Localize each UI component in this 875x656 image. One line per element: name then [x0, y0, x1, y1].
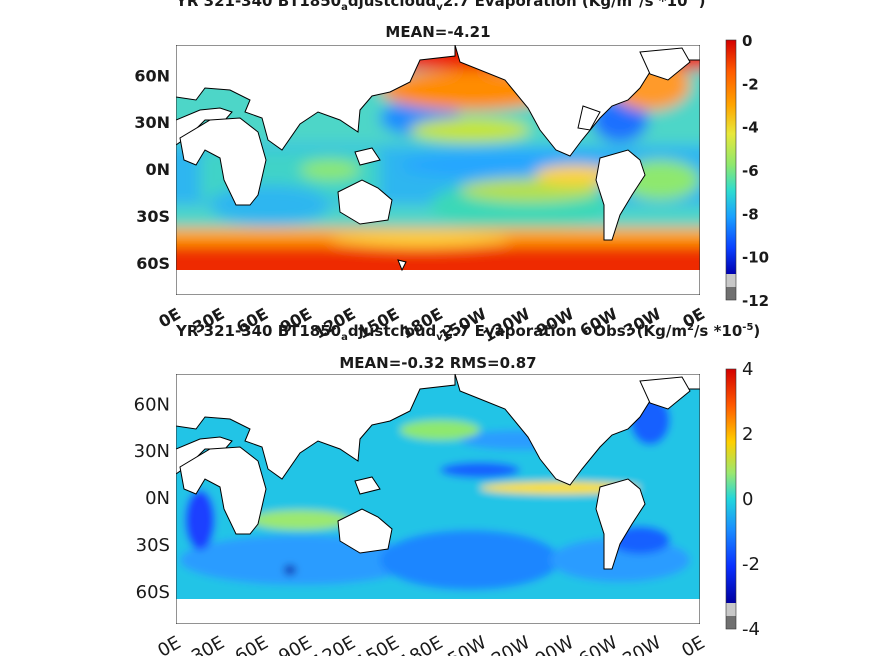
x-tick-label: 180E	[396, 632, 446, 656]
x-tick-label: 90E	[277, 304, 315, 337]
x-tick-label: 30W	[620, 304, 664, 341]
x-tick-label: 150E	[354, 304, 402, 343]
x-tick-label: 150W	[434, 632, 490, 656]
x-tick-label: 30E	[189, 304, 227, 337]
colorbar-tick-label: -8	[742, 205, 759, 223]
colorbar-1	[725, 39, 737, 301]
chart-2-subtitle: MEAN=-0.32 RMS=0.87	[339, 354, 537, 372]
chart-2-title-p7: -5	[742, 322, 754, 333]
chart-1-title-p2: djustcloud	[347, 0, 437, 10]
x-tick-label: 150E	[353, 632, 403, 656]
chart-2-title: YR 321-340 BT1850adjustcloudv2.7 Evapora…	[176, 322, 760, 343]
colorbar-tick-label: -4	[742, 119, 759, 137]
land-1	[176, 45, 700, 295]
x-tick-label: 0E	[154, 632, 184, 656]
y-tick-label: 0N	[145, 160, 170, 179]
map-panel-1	[176, 45, 700, 295]
chart-2-title-p6: /s *10	[693, 322, 743, 340]
chart-1-title-p1: a	[341, 2, 348, 13]
chart-2-title-p1: a	[341, 332, 348, 343]
colorbar-tick-label: -10	[742, 249, 769, 267]
x-tick-label: 60E	[233, 304, 271, 337]
chart-1-title-p0: YR 321-340 BT1850	[176, 0, 342, 10]
x-tick-label: 30W	[619, 632, 665, 656]
y-tick-label: 0N	[145, 488, 170, 509]
y-tick-label: 60N	[134, 394, 170, 415]
colorbar-tick-label: 0	[742, 489, 753, 510]
chart-2-title-p4: 2.7 Evaporation - Obs. (Kg/m	[442, 322, 687, 340]
x-tick-label: 30E	[188, 632, 228, 656]
y-tick-label: 30S	[136, 207, 170, 226]
y-tick-label: 60N	[134, 66, 170, 85]
chart-2-title-p3: v	[436, 332, 443, 343]
colorbar-tick-label: -6	[742, 162, 759, 180]
y-tick-label: 30N	[134, 113, 170, 132]
x-tick-label: 180E	[398, 304, 446, 343]
x-tick-label: 120E	[311, 304, 359, 343]
colorbar-tick-label: -2	[742, 75, 759, 93]
colorbar-tick-label: -12	[742, 292, 769, 310]
x-tick-label: 120W	[478, 632, 534, 656]
x-tick-label: 120E	[309, 632, 359, 656]
x-tick-label: 60W	[577, 304, 621, 341]
x-tick-label: 90W	[533, 304, 577, 341]
chart-1-title-p5: 2	[632, 0, 639, 3]
x-tick-label: 0E	[679, 304, 708, 331]
x-tick-label: 90E	[275, 632, 315, 656]
chart-2-title-p8: )	[753, 322, 761, 340]
colorbar-tick-label: 0	[742, 32, 752, 50]
y-tick-label: 60S	[136, 254, 170, 273]
x-tick-label: 60E	[232, 632, 272, 656]
colorbar-tick-label: 4	[742, 359, 753, 380]
chart-2-title-p5: 2	[686, 322, 694, 333]
x-tick-label: 60W	[575, 632, 621, 656]
x-tick-label: 150W	[436, 304, 490, 346]
y-tick-label: 60S	[136, 582, 170, 603]
x-tick-label: 0E	[155, 304, 184, 331]
chart-2-title-p2: djustcloud	[347, 322, 437, 340]
x-tick-label: 0E	[678, 632, 708, 656]
chart-1-subtitle: MEAN=-4.21	[385, 23, 491, 41]
colorbar-tick-label: 2	[742, 424, 753, 445]
map-panel-2	[176, 374, 700, 624]
chart-1-title-p3: v	[436, 2, 443, 13]
chart-1-title: YR 321-340 BT1850adjustcloudv2.7 Evapora…	[176, 0, 705, 13]
chart-1-title-p7: -5	[688, 0, 699, 3]
y-tick-label: 30S	[136, 535, 170, 556]
y-tick-label: 30N	[134, 441, 170, 462]
chart-2-title-p0: YR 321-340 BT1850	[176, 322, 342, 340]
colorbar-2	[725, 368, 737, 630]
x-tick-label: 90W	[532, 632, 578, 656]
colorbar-tick-label: -4	[742, 619, 760, 640]
chart-1-title-p8: )	[698, 0, 706, 10]
chart-1-title-p6: /s *10	[639, 0, 688, 10]
colorbar-tick-label: -2	[742, 554, 760, 575]
x-tick-label: 120W	[480, 304, 534, 346]
chart-1-title-p4: 2.7 Evaporation (Kg/m	[442, 0, 633, 10]
land-2	[176, 374, 700, 624]
